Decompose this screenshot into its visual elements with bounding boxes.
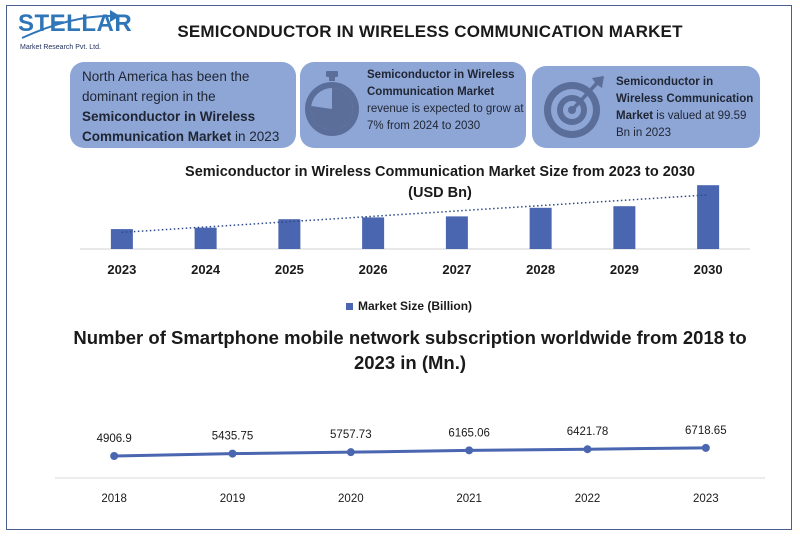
card-text-tail: is valued at 99.59 Bn in 2023 — [616, 110, 747, 139]
legend-label: Market Size (Billion) — [358, 299, 473, 313]
data-point — [583, 445, 592, 454]
brand-logo: STELLAR Market Research Pvt. Ltd. — [14, 8, 132, 54]
bar-category-label: 2030 — [694, 262, 723, 277]
info-card-valuation: Semiconductor in Wireless Communication … — [532, 66, 760, 148]
data-point — [465, 446, 474, 455]
bar — [529, 207, 552, 249]
card-text-highlight: Semiconductor in Wireless Communication … — [367, 69, 515, 98]
bar — [613, 206, 636, 249]
card-text-lead: North America has been the dominant regi… — [82, 69, 250, 104]
info-card-growth: Semiconductor in Wireless Communication … — [300, 62, 526, 148]
bar-category-label: 2025 — [275, 262, 304, 277]
series-line — [114, 446, 706, 458]
bar — [194, 227, 217, 249]
logo-subtitle: Market Research Pvt. Ltd. — [20, 44, 101, 51]
data-point — [701, 443, 710, 452]
bar-chart-subtitle: (USD Bn) — [408, 185, 472, 201]
bar-chart-title-line: Semiconductor in Wireless Communication … — [185, 164, 695, 180]
data-label: 6718.65 — [685, 425, 727, 437]
card-text-tail: revenue is expected to grow at 7% from 2… — [367, 103, 524, 132]
info-card-region: North America has been the dominant regi… — [70, 62, 296, 148]
data-point — [346, 448, 355, 457]
bar — [362, 217, 385, 249]
data-label: 4906.9 — [97, 433, 132, 445]
bar — [278, 219, 301, 249]
card-text-highlight: Semiconductor in Wireless Communication … — [82, 109, 256, 144]
bar-chart-title: Semiconductor in Wireless Communication … — [120, 162, 760, 204]
line-category-label: 2019 — [220, 493, 246, 505]
line-category-label: 2020 — [338, 493, 364, 505]
data-label: 5757.73 — [330, 429, 372, 441]
line-category-label: 2023 — [693, 493, 719, 505]
bar-category-label: 2029 — [610, 262, 639, 277]
bar — [445, 216, 468, 249]
line-category-label: 2021 — [456, 493, 482, 505]
infographic-frame — [6, 5, 792, 530]
bar-chart-legend: Market Size (Billion) — [346, 299, 472, 313]
legend-swatch — [346, 302, 353, 310]
bar — [697, 185, 720, 249]
bar-category-label: 2028 — [526, 262, 555, 277]
card-text-valuation: Semiconductor in Wireless Communication … — [616, 74, 758, 142]
bar — [110, 229, 133, 249]
line-category-label: 2022 — [575, 493, 601, 505]
card-text-highlight: Semiconductor in Wireless Communication … — [616, 76, 754, 122]
bar-category-label: 2027 — [442, 262, 471, 277]
card-text-tail: in 2023 — [231, 129, 280, 144]
logo-wordmark: STELLAR — [18, 10, 133, 37]
data-point — [228, 449, 237, 458]
bar-category-label: 2026 — [359, 262, 388, 277]
data-label: 5435.75 — [212, 431, 254, 443]
data-point — [110, 451, 119, 460]
bar-category-label: 2023 — [107, 262, 136, 277]
data-label: 6421.78 — [567, 426, 609, 438]
line-chart-title: Number of Smartphone mobile network subs… — [73, 327, 747, 373]
bar-category-label: 2024 — [191, 262, 221, 277]
target-icon — [544, 76, 604, 138]
page-title: SEMICONDUCTOR IN WIRELESS COMMUNICATION … — [177, 22, 683, 41]
stopwatch-icon — [305, 71, 359, 136]
line-category-label: 2018 — [101, 493, 127, 505]
data-label: 6165.06 — [448, 427, 490, 439]
card-text-growth: Semiconductor in Wireless Communication … — [367, 67, 525, 135]
logo-swoosh-icon — [21, 10, 120, 39]
